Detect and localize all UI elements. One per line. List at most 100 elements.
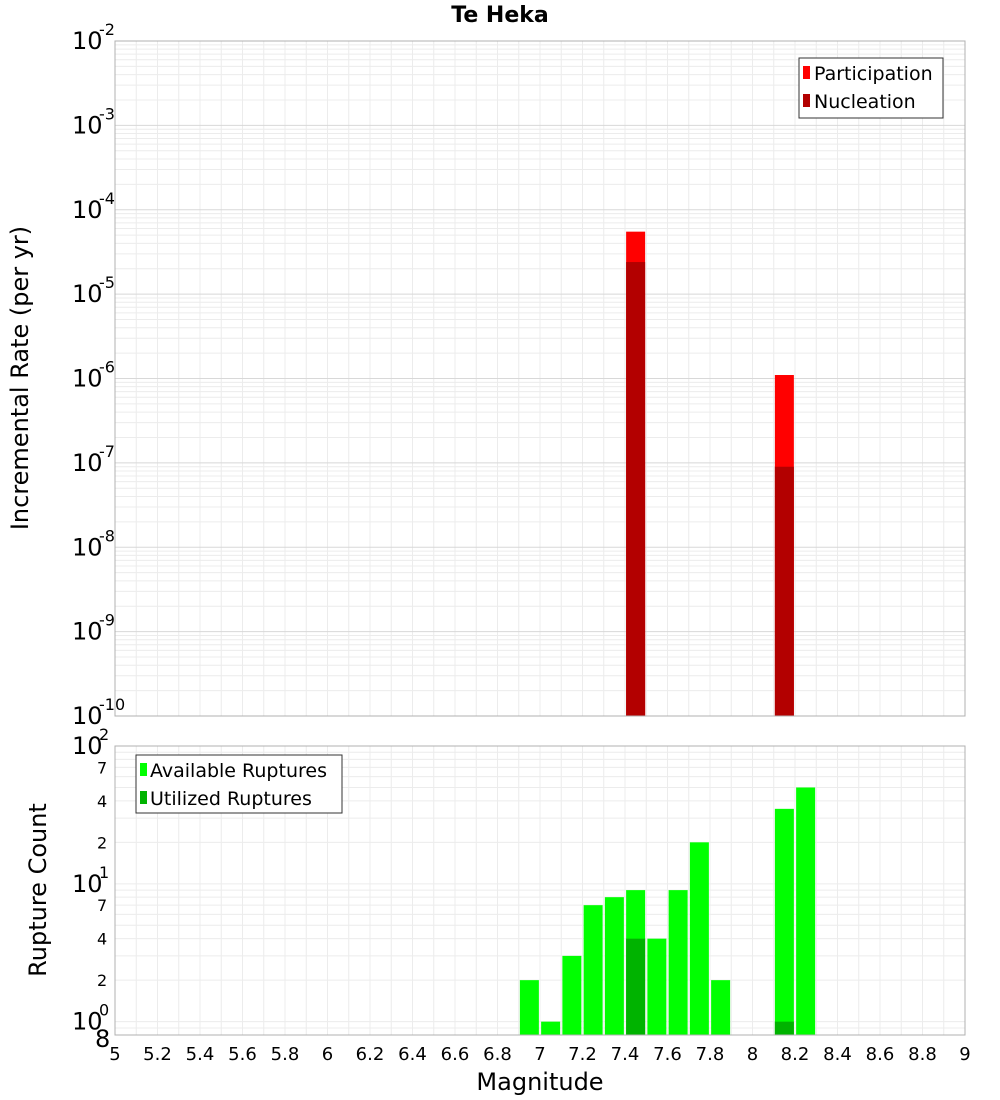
y-tick-label: 10-2 — [72, 20, 115, 55]
y-tick-base: 10 — [72, 365, 103, 393]
bar-available-ruptures — [689, 842, 709, 1035]
y-tick-exponent: -9 — [99, 611, 115, 630]
legend-swatch — [140, 763, 147, 776]
bar-available-ruptures — [562, 955, 582, 1035]
chart-title: Te Heka — [451, 3, 548, 28]
x-tick-label: 7.6 — [653, 1044, 682, 1065]
x-tick-label: 6.8 — [483, 1044, 512, 1065]
bar-available-ruptures — [519, 980, 539, 1035]
count-plot-y-axis-label: Rupture Count — [24, 803, 52, 977]
x-tick-label: 6 — [322, 1044, 333, 1065]
x-tick-label: 7.2 — [568, 1044, 597, 1065]
y-tick-label: 10-10 — [72, 695, 125, 730]
bar-available-ruptures — [796, 787, 816, 1035]
legend-swatch — [803, 66, 810, 79]
bar-available-ruptures — [668, 890, 688, 1035]
y-tick-base: 10 — [72, 1008, 103, 1036]
y-tick-base: 10 — [72, 196, 103, 224]
bar-utilized-ruptures — [774, 1021, 794, 1035]
x-tick-label: 7.4 — [611, 1044, 640, 1065]
bar-available-ruptures — [774, 808, 794, 1035]
legend-box — [798, 57, 944, 119]
y-minor-tick-label: 4 — [97, 930, 107, 949]
y-tick-label: 10-8 — [72, 526, 115, 561]
legend-box — [135, 754, 343, 814]
x-tick-label: 5.6 — [228, 1044, 257, 1065]
y-tick-label: 10-5 — [72, 273, 115, 308]
bar-utilized-ruptures — [626, 938, 646, 1035]
y-tick-exponent: -5 — [99, 273, 115, 292]
y-tick-exponent: -4 — [99, 189, 115, 208]
x-tick-label: 8.2 — [781, 1044, 810, 1065]
bar-nucleation — [774, 466, 794, 716]
y-tick-exponent: 0 — [99, 1001, 109, 1020]
legend-entry: Participation — [814, 63, 933, 85]
x-tick-label: 7.8 — [696, 1044, 725, 1065]
y-minor-tick-label: 7 — [97, 896, 107, 915]
count-plot-bars — [519, 787, 816, 1035]
x-tick-label: 6.4 — [398, 1044, 427, 1065]
y-tick-label: 10-4 — [72, 189, 115, 224]
y-tick-base: 10 — [72, 732, 103, 760]
y-tick-base: 10 — [72, 618, 103, 646]
y-tick-exponent: -6 — [99, 358, 115, 377]
bar-available-ruptures — [711, 980, 731, 1035]
y-tick-base: 10 — [72, 449, 103, 477]
y-tick-base: 10 — [72, 111, 103, 139]
y-minor-tick-label: 2 — [97, 971, 107, 990]
legend-swatch — [140, 791, 147, 804]
y-tick-label: 101 — [72, 863, 109, 898]
y-tick-exponent: -3 — [99, 104, 115, 123]
legend-swatch — [803, 94, 810, 107]
x-tick-label: 5.4 — [186, 1044, 215, 1065]
y-tick-label: 10-9 — [72, 611, 115, 646]
y-tick-base: 10 — [72, 870, 103, 898]
y-tick-label: 10-6 — [72, 358, 115, 393]
bar-available-ruptures — [647, 938, 667, 1035]
x-tick-label: 6.6 — [441, 1044, 470, 1065]
x-tick-label: 8.8 — [908, 1044, 937, 1065]
y-tick-exponent: -7 — [99, 442, 115, 461]
x-tick-label: 5 — [109, 1044, 120, 1065]
y-tick-label: 100 — [72, 1001, 109, 1036]
legend-entry: Utilized Ruptures — [150, 788, 312, 810]
rate-plot-y-axis-label: Incremental Rate (per yr) — [6, 226, 34, 530]
count-plot-x-ticks: 5 5.2 5.4 5.6 5.8 6 6.2 6.4 6.6 6.8 7 7.2 7.4 7.6 7.8 8… — [109, 1044, 970, 1065]
bar-available-ruptures — [583, 905, 603, 1035]
count-plot-border — [114, 745, 966, 1036]
legend-entry: Nucleation — [814, 91, 916, 113]
x-tick-label: 5.8 — [271, 1044, 300, 1065]
count-plot-legend: Available Ruptures Utilized Ruptures — [135, 754, 343, 814]
y-tick-label: 10-3 — [72, 104, 115, 139]
y-minor-tick-label: 2 — [97, 833, 107, 852]
y-tick-label: 102 — [72, 725, 109, 760]
bar-available-ruptures — [541, 1021, 561, 1035]
y-tick-exponent: -8 — [99, 526, 115, 545]
bar-nucleation — [626, 262, 646, 716]
x-tick-label: 7 — [534, 1044, 545, 1065]
y-minor-tick-label: 4 — [97, 792, 107, 811]
y-tick-label: 10-7 — [72, 442, 115, 477]
rate-plot-bars — [626, 231, 794, 716]
x-tick-label: 8 — [747, 1044, 758, 1065]
y-tick-base: 10 — [72, 280, 103, 308]
y-minor-tick-label: 7 — [97, 758, 107, 777]
x-tick-label: 8.4 — [823, 1044, 852, 1065]
rate-plot-grid — [114, 41, 966, 717]
x-tick-label: 5.2 — [143, 1044, 172, 1065]
count-plot-x-axis-label: Magnitude — [476, 1068, 603, 1096]
x-tick-label: 6.2 — [356, 1044, 385, 1065]
x-tick-label: 8.6 — [866, 1044, 895, 1065]
y-tick-exponent: 1 — [99, 863, 109, 882]
y-tick-base: 10 — [72, 27, 103, 55]
bar-available-ruptures — [604, 897, 624, 1035]
legend-entry: Available Ruptures — [150, 760, 327, 782]
x-tick-label: 9 — [959, 1044, 970, 1065]
y-minor-tick-label: 8 — [95, 1025, 110, 1053]
rate-plot-border — [114, 40, 966, 717]
